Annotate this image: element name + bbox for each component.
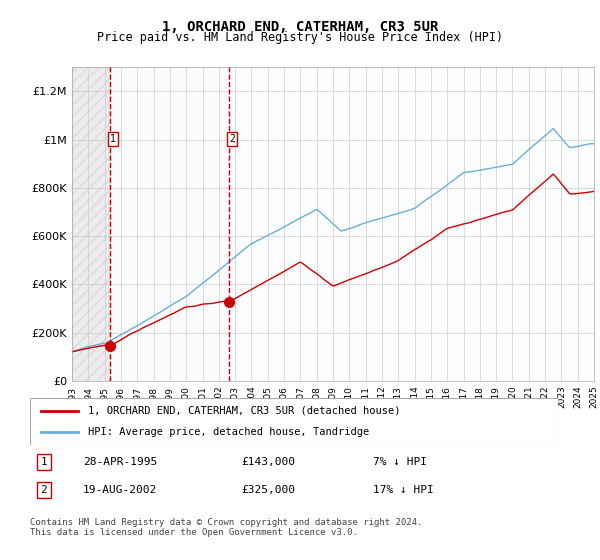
Text: Price paid vs. HM Land Registry's House Price Index (HPI): Price paid vs. HM Land Registry's House …: [97, 31, 503, 44]
Text: £325,000: £325,000: [241, 485, 295, 495]
Text: 2: 2: [229, 134, 235, 144]
Text: 28-APR-1995: 28-APR-1995: [83, 457, 157, 467]
Text: 1, ORCHARD END, CATERHAM, CR3 5UR (detached house): 1, ORCHARD END, CATERHAM, CR3 5UR (detac…: [88, 406, 401, 416]
Text: 1: 1: [110, 134, 116, 144]
Bar: [110, 67, 229, 381]
Text: 19-AUG-2002: 19-AUG-2002: [83, 485, 157, 495]
Bar: [229, 67, 594, 381]
Text: 17% ↓ HPI: 17% ↓ HPI: [373, 485, 434, 495]
Text: Contains HM Land Registry data © Crown copyright and database right 2024.
This d: Contains HM Land Registry data © Crown c…: [30, 518, 422, 538]
Text: 1, ORCHARD END, CATERHAM, CR3 5UR: 1, ORCHARD END, CATERHAM, CR3 5UR: [162, 20, 438, 34]
Text: HPI: Average price, detached house, Tandridge: HPI: Average price, detached house, Tand…: [88, 427, 370, 437]
Text: 2: 2: [41, 485, 47, 495]
FancyBboxPatch shape: [30, 398, 558, 445]
Text: 1: 1: [41, 457, 47, 467]
Bar: [72, 67, 110, 381]
Text: 7% ↓ HPI: 7% ↓ HPI: [373, 457, 427, 467]
Text: £143,000: £143,000: [241, 457, 295, 467]
